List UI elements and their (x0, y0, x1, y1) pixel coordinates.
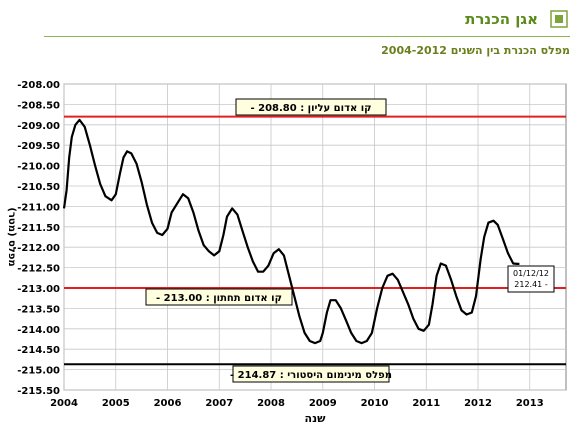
x-tick-label: 2009 (309, 398, 337, 409)
y-tick-label: -214.50 (17, 345, 60, 356)
x-tick-label: 2013 (516, 398, 544, 409)
y-tick-label: -210.00 (17, 162, 60, 173)
last-value-text: 212.41 - (514, 280, 548, 289)
last-value-box (507, 265, 555, 293)
x-tick-label: 2005 (102, 398, 130, 409)
level-line (62, 118, 520, 345)
x-tick-label: 2010 (361, 398, 389, 409)
y-tick-label: -213.00 (17, 284, 60, 295)
reference-label-box (232, 365, 390, 383)
x-tick-label: 2011 (412, 398, 440, 409)
header-divider (44, 36, 570, 37)
y-tick-label: -212.50 (17, 264, 60, 275)
reference-label-box (145, 288, 293, 306)
y-tick-label: -211.00 (17, 202, 60, 213)
x-tick-label: 2008 (257, 398, 285, 409)
x-axis-label: שנה (305, 412, 327, 425)
x-tick-label: 2004 (50, 398, 78, 409)
page-title: אגן הכנרת (465, 10, 538, 28)
y-tick-label: -214.00 (17, 325, 60, 336)
y-tick-label: -208.00 (17, 80, 60, 91)
y-tick-label: -215.50 (17, 386, 60, 397)
reference-label: מפלס מינימום היסטורי : 214.87 - (230, 370, 392, 381)
reference-label-box (235, 98, 387, 116)
x-tick-label: 2006 (154, 398, 182, 409)
y-axis-label: מפלס (מטר) (6, 207, 17, 266)
y-tick-label: -210.50 (17, 182, 60, 193)
y-tick-label: -208.50 (17, 100, 60, 111)
y-tick-label: -212.00 (17, 243, 60, 254)
page-header: אגן הכנרת (0, 0, 582, 40)
y-tick-label: -215.00 (17, 366, 60, 377)
y-tick-label: -209.00 (17, 121, 60, 132)
reference-label: קו אדום עליון : 208.80 - (250, 103, 371, 114)
x-tick-label: 2012 (464, 398, 492, 409)
y-tick-label: -209.50 (17, 141, 60, 152)
y-tick-label: -213.50 (17, 304, 60, 315)
y-tick-label: -211.50 (17, 223, 60, 234)
x-tick-label: 2007 (205, 398, 233, 409)
bullet-square-icon (550, 10, 568, 28)
last-value-text: 01/12/12 (513, 269, 549, 278)
reference-label: קו אדום תחתון : 213.00 - (156, 293, 282, 304)
chart-subtitle: מפלס הכנרת בין השנים 2004-2012 (381, 44, 570, 57)
